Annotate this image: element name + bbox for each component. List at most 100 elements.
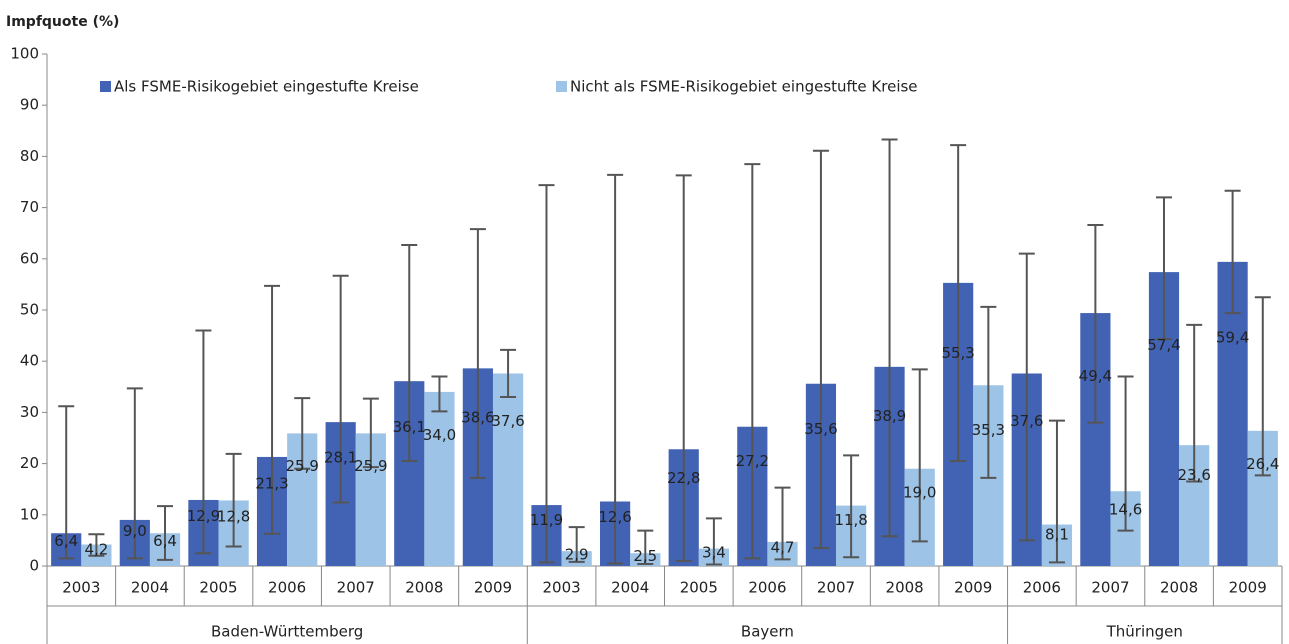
error-bar bbox=[911, 368, 928, 543]
x-tick-label: 2009 bbox=[954, 579, 992, 597]
value-label: 37,6 bbox=[1010, 412, 1043, 430]
x-tick-label: 2007 bbox=[817, 579, 855, 597]
x-tick-label: 2006 bbox=[748, 579, 786, 597]
value-label: 25,9 bbox=[286, 457, 319, 475]
y-tick-label: 60 bbox=[20, 249, 39, 267]
group-label: Baden-Württemberg bbox=[211, 623, 363, 641]
error-bar bbox=[1117, 375, 1134, 532]
value-label: 57,4 bbox=[1147, 336, 1180, 354]
error-bar bbox=[1155, 196, 1172, 341]
legend-label: Nicht als FSME-Risikogebiet eingestufte … bbox=[570, 78, 918, 96]
value-label: 2,9 bbox=[565, 545, 589, 563]
legend-swatch bbox=[100, 81, 111, 92]
legend-label: Als FSME-Risikogebiet eingestufte Kreise bbox=[114, 78, 419, 96]
error-bar bbox=[675, 174, 692, 562]
y-tick-label: 10 bbox=[20, 505, 39, 523]
value-label: 26,4 bbox=[1246, 455, 1279, 473]
x-tick-label: 2009 bbox=[474, 579, 512, 597]
x-tick-label: 2008 bbox=[405, 579, 443, 597]
error-bar bbox=[362, 397, 379, 469]
error-bar bbox=[294, 397, 311, 470]
value-label: 11,8 bbox=[834, 511, 867, 529]
x-tick-label: 2004 bbox=[131, 579, 169, 597]
error-bar bbox=[469, 228, 486, 479]
x-tick-label: 2008 bbox=[1160, 579, 1198, 597]
legend-swatch bbox=[556, 81, 567, 92]
y-tick-label: 90 bbox=[20, 96, 39, 114]
value-label: 49,4 bbox=[1079, 367, 1112, 385]
error-bar bbox=[1087, 224, 1104, 424]
value-label: 2,5 bbox=[633, 547, 657, 565]
error-bar bbox=[812, 149, 829, 550]
error-bar bbox=[58, 405, 75, 560]
error-bar bbox=[195, 329, 212, 555]
y-tick-label: 0 bbox=[29, 557, 39, 575]
value-label: 19,0 bbox=[903, 484, 936, 502]
value-label: 14,6 bbox=[1109, 500, 1142, 518]
error-bar bbox=[332, 274, 349, 504]
error-bar bbox=[774, 486, 791, 561]
x-tick-label: 2008 bbox=[886, 579, 924, 597]
error-bar bbox=[1254, 296, 1271, 477]
error-bar bbox=[881, 138, 898, 538]
error-bar bbox=[705, 517, 722, 566]
x-tick-label: 2003 bbox=[542, 579, 580, 597]
value-label: 25,9 bbox=[354, 457, 387, 475]
error-bar bbox=[843, 454, 860, 559]
bar bbox=[492, 373, 524, 566]
value-label: 8,1 bbox=[1045, 525, 1069, 543]
error-bar bbox=[568, 526, 585, 563]
value-label: 21,3 bbox=[255, 475, 288, 493]
error-bar bbox=[538, 184, 555, 564]
value-label: 35,3 bbox=[972, 421, 1005, 439]
bar bbox=[424, 391, 455, 566]
error-bar bbox=[1224, 189, 1241, 315]
x-tick-label: 2004 bbox=[611, 579, 649, 597]
y-tick-label: 30 bbox=[20, 403, 39, 421]
value-label: 34,0 bbox=[423, 426, 456, 444]
value-label: 22,8 bbox=[667, 469, 700, 487]
x-tick-label: 2007 bbox=[1091, 579, 1129, 597]
y-tick-label: 50 bbox=[20, 301, 39, 319]
value-label: 59,4 bbox=[1216, 328, 1249, 346]
error-bar bbox=[264, 284, 281, 535]
value-label: 38,9 bbox=[873, 407, 906, 425]
value-label: 12,6 bbox=[598, 508, 631, 526]
value-label: 28,1 bbox=[324, 449, 357, 467]
value-label: 3,4 bbox=[702, 543, 726, 561]
x-tick-label: 2007 bbox=[337, 579, 375, 597]
error-bar bbox=[950, 144, 967, 463]
error-bar bbox=[157, 505, 174, 561]
value-label: 55,3 bbox=[941, 344, 974, 362]
value-label: 6,4 bbox=[54, 532, 78, 550]
y-tick-label: 70 bbox=[20, 198, 39, 216]
value-label: 27,2 bbox=[736, 452, 769, 470]
value-label: 35,6 bbox=[804, 420, 837, 438]
value-label: 37,6 bbox=[491, 412, 524, 430]
value-label: 6,4 bbox=[153, 532, 177, 550]
error-bar bbox=[1048, 419, 1065, 564]
value-label: 12,9 bbox=[187, 507, 220, 525]
error-bar bbox=[1186, 323, 1203, 483]
x-tick-label: 2005 bbox=[199, 579, 237, 597]
error-bar bbox=[126, 387, 143, 560]
y-tick-label: 80 bbox=[20, 147, 39, 165]
x-tick-label: 2009 bbox=[1229, 579, 1267, 597]
error-bar bbox=[88, 533, 105, 557]
value-label: 23,6 bbox=[1177, 466, 1210, 484]
group-label: Bayern bbox=[741, 623, 794, 641]
y-tick-label: 20 bbox=[20, 454, 39, 472]
error-bar bbox=[431, 375, 448, 413]
value-label: 4,2 bbox=[84, 540, 108, 558]
error-bar bbox=[607, 173, 624, 565]
x-tick-label: 2006 bbox=[1023, 579, 1061, 597]
y-tick-label: 100 bbox=[10, 45, 39, 63]
error-bar bbox=[744, 163, 761, 560]
error-bar bbox=[637, 529, 654, 565]
value-label: 12,8 bbox=[217, 507, 250, 525]
error-bar bbox=[500, 348, 517, 399]
y-tick-label: 40 bbox=[20, 352, 39, 370]
value-label: 4,7 bbox=[771, 538, 795, 556]
value-label: 11,9 bbox=[530, 511, 563, 529]
